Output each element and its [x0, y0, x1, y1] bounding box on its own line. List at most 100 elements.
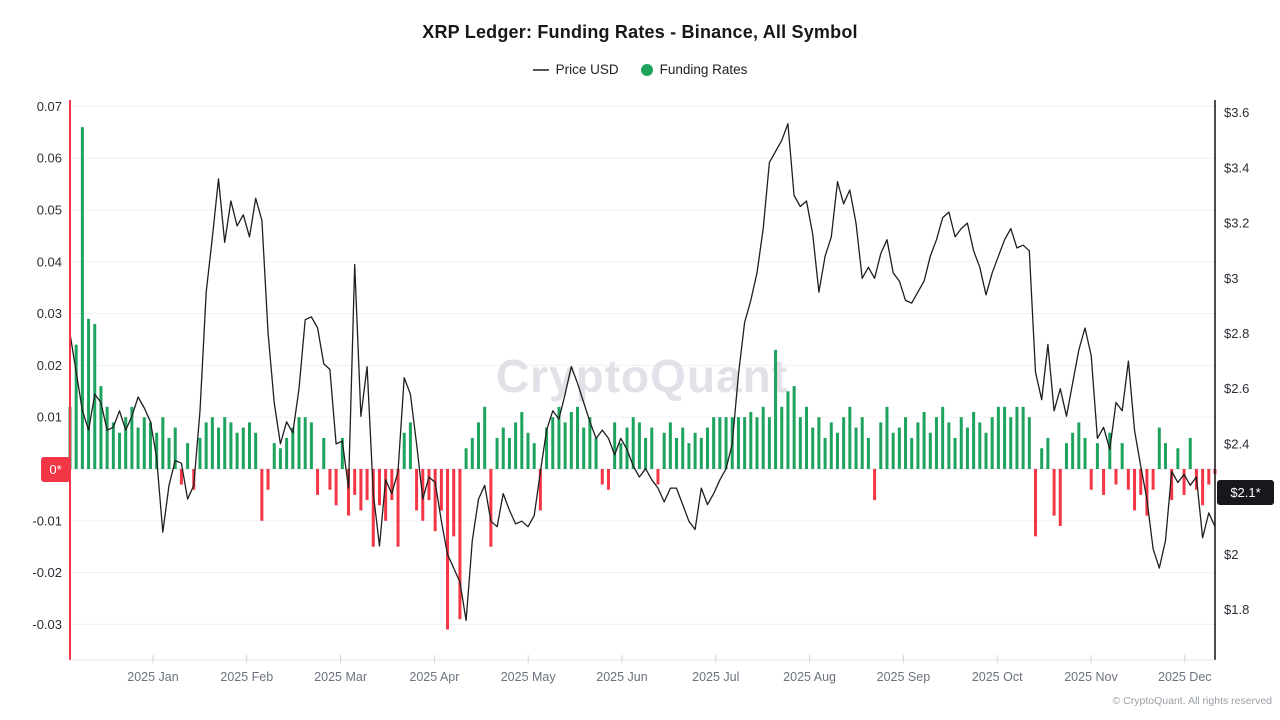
funding-bar — [699, 437, 703, 469]
funding-bar — [545, 427, 549, 469]
funding-bar — [99, 386, 103, 469]
funding-bar — [80, 127, 84, 470]
funding-bar — [384, 469, 388, 521]
price-line — [69, 123, 1216, 622]
x-tick-label: 2025 Jan — [127, 670, 178, 684]
funding-bar — [452, 469, 456, 537]
x-tick-label: 2025 Jun — [596, 670, 647, 684]
funding-bar — [588, 417, 592, 469]
funding-bar — [241, 427, 245, 469]
funding-bar — [1145, 469, 1149, 516]
funding-bar — [1151, 469, 1155, 490]
funding-bar — [842, 417, 846, 469]
funding-bar — [891, 432, 895, 469]
y-right-tick-label: $1.8 — [1224, 602, 1249, 617]
funding-bar — [309, 422, 313, 469]
funding-bar — [873, 469, 877, 501]
funding-bar — [712, 417, 716, 469]
funding-bar — [965, 427, 969, 469]
funding-bar — [476, 422, 480, 469]
funding-bar — [1040, 448, 1044, 469]
funding-bar — [1009, 417, 1013, 469]
funding-bar — [897, 427, 901, 469]
price-line-swatch-icon — [532, 68, 549, 71]
funding-current-badge: 0* — [41, 457, 70, 482]
legend-item-funding[interactable]: Funding Rates — [640, 62, 748, 77]
y-left-tick-label: 0.01 — [37, 410, 62, 425]
funding-bar — [291, 427, 295, 469]
x-tick-label: 2025 Mar — [314, 670, 367, 684]
funding-bar — [854, 427, 858, 469]
legend-funding-label: Funding Rates — [659, 62, 748, 77]
funding-bar — [848, 406, 852, 469]
funding-bar — [464, 448, 468, 469]
funding-bar — [619, 443, 623, 469]
funding-bar — [1003, 406, 1007, 469]
funding-bar — [755, 417, 759, 469]
funding-bar — [953, 437, 957, 469]
funding-bar — [749, 412, 753, 469]
chart-legend: Price USD Funding Rates — [0, 62, 1280, 77]
funding-bar — [1046, 437, 1050, 469]
funding-bar — [483, 406, 487, 469]
funding-bar — [668, 422, 672, 469]
funding-bar — [736, 417, 740, 469]
funding-bar — [514, 422, 518, 469]
funding-bar — [415, 469, 419, 511]
x-tick-label: 2025 Feb — [220, 670, 273, 684]
funding-bar — [501, 427, 505, 469]
y-left-tick-label: 0.07 — [37, 99, 62, 114]
funding-bar — [829, 422, 833, 469]
funding-bar — [675, 437, 679, 469]
funding-bar — [1102, 469, 1106, 495]
funding-bar — [322, 437, 326, 469]
funding-bar — [1095, 443, 1099, 469]
x-tick-label: 2025 Apr — [409, 670, 459, 684]
funding-bar — [1058, 469, 1062, 526]
y-right-tick-label: $3 — [1224, 271, 1238, 286]
price-current-badge: $2.1* — [1217, 480, 1274, 505]
y-left-tick-label: -0.01 — [32, 513, 62, 528]
funding-bar — [118, 432, 122, 469]
funding-bar — [173, 427, 177, 469]
funding-bar — [204, 422, 208, 469]
funding-bar — [941, 406, 945, 469]
funding-bar — [186, 443, 190, 469]
funding-bar — [569, 412, 573, 469]
funding-bar — [439, 469, 443, 511]
funding-bar — [427, 469, 431, 501]
funding-bar — [823, 437, 827, 469]
y-left-tick-label: -0.03 — [32, 617, 62, 632]
funding-bar — [111, 422, 115, 469]
funding-bar — [780, 406, 784, 469]
funding-bar — [1027, 417, 1031, 469]
funding-bar — [551, 417, 555, 469]
funding-bar — [904, 417, 908, 469]
funding-bar — [124, 417, 128, 469]
funding-bar — [984, 432, 988, 469]
funding-bar — [774, 349, 778, 469]
funding-bar — [718, 417, 722, 469]
funding-bar — [266, 469, 270, 490]
legend-item-price[interactable]: Price USD — [532, 62, 619, 77]
funding-bar — [922, 412, 926, 469]
funding-bar — [297, 417, 301, 469]
funding-bar — [495, 437, 499, 469]
funding-bar — [662, 432, 666, 469]
funding-bar — [817, 417, 821, 469]
funding-bar — [687, 443, 691, 469]
funding-dot-swatch-icon — [640, 63, 653, 76]
funding-bar — [934, 417, 938, 469]
funding-bar — [885, 406, 889, 469]
legend-price-label: Price USD — [555, 62, 619, 77]
funding-bar — [198, 437, 202, 469]
funding-bar — [928, 432, 932, 469]
y-left-tick-label: 0.04 — [37, 254, 62, 269]
x-tick-label: 2025 Nov — [1064, 670, 1118, 684]
funding-bar — [1163, 443, 1167, 469]
funding-bar — [229, 422, 233, 469]
funding-bar — [1083, 437, 1087, 469]
funding-bar — [161, 417, 165, 469]
funding-bar — [557, 406, 561, 469]
